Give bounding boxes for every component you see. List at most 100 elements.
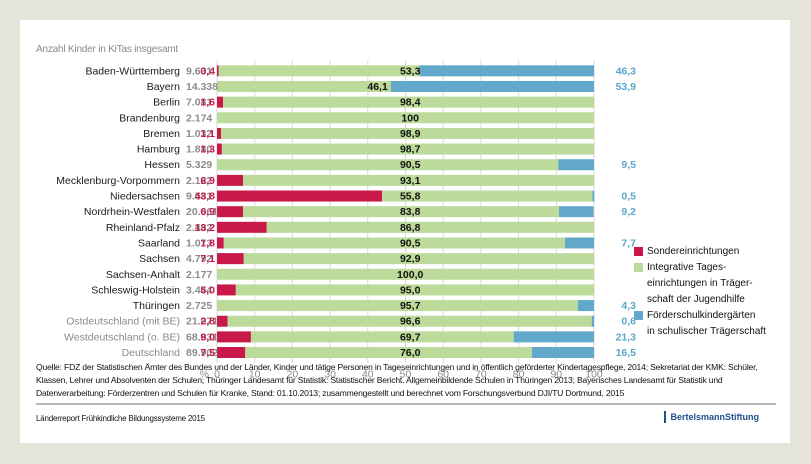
data-label-integrative: 100,0: [397, 269, 423, 281]
data-label-sonder: 7,5: [200, 347, 215, 359]
data-label-foerder: 16,5: [616, 347, 637, 359]
bar-integrative: [218, 65, 420, 77]
data-label-integrative: 100: [401, 112, 419, 124]
count-label: 1.073: [186, 237, 212, 249]
count-label: 14.338: [186, 81, 218, 93]
legend-swatch: [634, 247, 643, 256]
bar-integrative: [227, 315, 592, 327]
category-label: Deutschland: [122, 347, 181, 359]
count-label: 9.581: [186, 191, 212, 203]
category-label: Schleswig-Holstein: [91, 284, 180, 296]
x-tick-label: 90: [550, 368, 562, 380]
data-label-integrative: 83,8: [400, 206, 421, 218]
brand-logo: BertelsmannStiftung: [664, 411, 759, 423]
count-label: 1.880: [186, 144, 212, 156]
legend-label: in schulischer Trägerschaft: [647, 326, 766, 337]
data-label-integrative: 90,5: [400, 159, 421, 171]
bar-foerderschulkindergaerten: [390, 80, 594, 92]
category-label: Niedersachsen: [110, 191, 180, 203]
bar-foerderschulkindergaerten: [419, 65, 594, 77]
data-label-sonder: 1,1: [200, 128, 215, 140]
data-label-integrative: 96,6: [400, 316, 421, 328]
data-label-foerder: 7,7: [621, 237, 636, 249]
bar-foerderschulkindergaerten: [591, 315, 594, 327]
bar-sondereinrichtungen: [217, 96, 224, 108]
bar-integrative: [243, 206, 559, 218]
category-label: Ostdeutschland (mit BE): [66, 316, 180, 328]
count-label: 2.174: [186, 112, 212, 124]
bar-sondereinrichtungen: [217, 237, 224, 249]
data-label-sonder: 5,0: [200, 284, 215, 296]
category-label: Bremen: [143, 128, 180, 140]
bar-foerderschulkindergaerten: [558, 159, 594, 171]
bar-sondereinrichtungen: [217, 315, 228, 327]
count-label: 20.061: [186, 206, 218, 218]
data-label-foerder: 4,3: [621, 300, 636, 312]
count-label: 3.444: [186, 284, 212, 296]
bar-foerderschulkindergaerten: [558, 206, 594, 218]
category-label: Sachsen-Anhalt: [106, 269, 180, 281]
legend-label: Förderschulkindergärten: [647, 310, 756, 321]
bar-integrative: [243, 253, 594, 265]
count-label: 2.177: [186, 269, 212, 281]
bar-integrative: [266, 221, 594, 233]
data-label-sonder: 2,8: [200, 316, 215, 328]
x-tick-label: 0: [214, 368, 220, 380]
bar-foerderschulkindergaerten: [592, 190, 595, 202]
data-label-foerder: 46,3: [616, 65, 637, 77]
data-label-sonder: 6,9: [200, 206, 215, 218]
data-label-integrative: 86,8: [400, 222, 421, 234]
bar-integrative: [217, 112, 594, 124]
count-label: 89.902: [186, 347, 218, 359]
data-label-integrative: 55,8: [400, 191, 421, 203]
legend-swatch: [634, 263, 643, 272]
count-label: 4.792: [186, 253, 212, 265]
data-label-integrative: 98,7: [400, 144, 421, 156]
bar-integrative: [217, 268, 594, 280]
legend-label: einrichtungen in Träger-: [647, 278, 753, 289]
data-label-sonder: 1,6: [200, 97, 215, 109]
bar-sondereinrichtungen: [217, 143, 222, 155]
bar-integrative: [382, 190, 593, 202]
legend-swatch: [634, 311, 643, 320]
bar-foerderschulkindergaerten: [564, 237, 594, 249]
data-label-integrative: 93,1: [400, 175, 421, 187]
bar-integrative: [243, 174, 594, 186]
data-label-sonder: 43,8: [195, 191, 216, 203]
data-label-integrative: 76,0: [400, 347, 421, 359]
bar-foerderschulkindergaerten: [513, 331, 594, 343]
data-label-integrative: 90,5: [400, 237, 421, 249]
legend-label: Sondereinrichtungen: [647, 246, 740, 257]
x-tick-label: 40: [362, 368, 374, 380]
x-tick-label: 30: [324, 368, 336, 380]
data-label-integrative: 53,3: [400, 65, 421, 77]
category-label: Brandenburg: [119, 112, 180, 124]
data-label-sonder: 1,8: [200, 237, 215, 249]
bar-integrative: [217, 159, 559, 171]
count-label: 1.032: [186, 128, 212, 140]
chart-subtitle: Anzahl Kinder in KiTas insgesamt: [36, 44, 179, 55]
source-note: Quelle: FDZ der Statistischen Ämter des …: [36, 362, 758, 398]
category-label: Baden-Württemberg: [85, 65, 180, 77]
data-label-sonder: 13,2: [195, 222, 216, 234]
category-label: Nordrhein-Westfalen: [84, 206, 180, 218]
bar-integrative: [221, 143, 594, 155]
x-tick-label: 20: [287, 368, 299, 380]
category-label: Mecklenburg-Vorpommern: [56, 175, 180, 187]
count-label: 21.071: [186, 316, 218, 328]
data-label-integrative: 98,9: [400, 128, 421, 140]
data-label-integrative: 98,4: [400, 97, 421, 109]
data-label-integrative: 95,7: [400, 300, 421, 312]
legend-label: Integrative Tages-: [647, 262, 727, 273]
bar-sondereinrichtungen: [217, 253, 244, 265]
bar-sondereinrichtungen: [217, 190, 383, 202]
x-tick-label: 50: [400, 368, 412, 380]
bar-sondereinrichtungen: [217, 206, 244, 218]
count-label: 5.329: [186, 159, 212, 171]
bar-sondereinrichtungen: [217, 65, 219, 77]
legend-item: Integrative Tages-einrichtungen in Träge…: [634, 260, 766, 308]
bar-sondereinrichtungen: [217, 174, 244, 186]
category-label: Thüringen: [133, 300, 180, 312]
category-label: Rheinland-Pfalz: [106, 222, 180, 234]
